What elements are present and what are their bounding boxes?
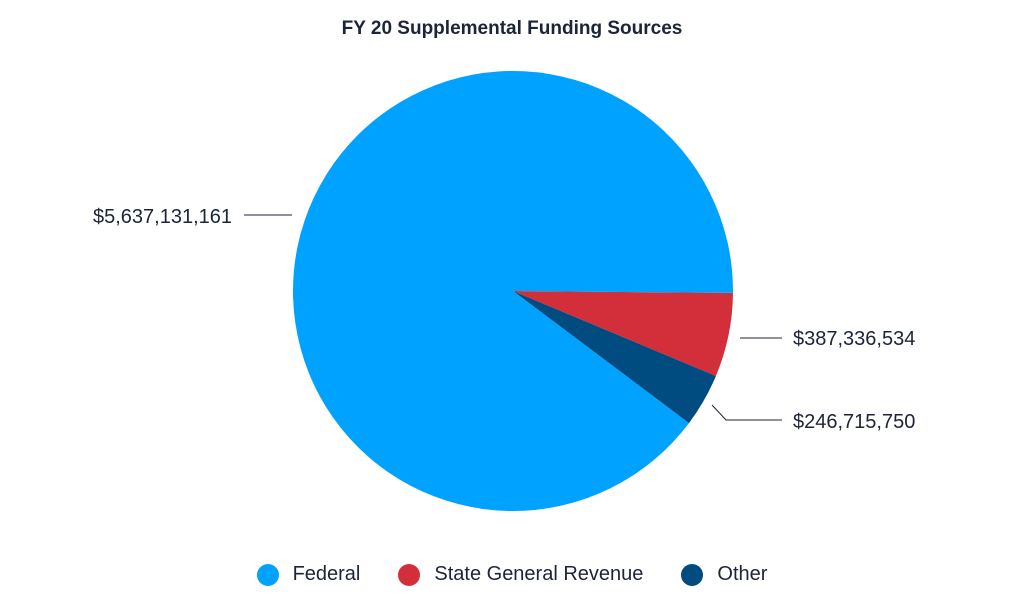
legend-swatch: [681, 563, 704, 586]
legend: Federal State General Revenue Other: [0, 563, 1024, 586]
legend-item-state-general-revenue: State General Revenue: [398, 563, 643, 586]
pie-slice-other: [513, 291, 716, 424]
pie-slice-federal: [293, 70, 733, 511]
pie-slice-state-general-revenue: [513, 291, 733, 377]
legend-item-other: Other: [681, 563, 767, 586]
data-label: $246,715,750: [793, 411, 915, 433]
leader-line: [711, 404, 782, 421]
legend-label: State General Revenue: [434, 563, 644, 585]
legend-swatch: [256, 563, 279, 586]
legend-label: Other: [717, 563, 768, 585]
legend-swatch: [398, 563, 421, 586]
legend-label: Federal: [292, 563, 361, 585]
data-label: $387,336,534: [793, 328, 915, 350]
chart-title: FY 20 Supplemental Funding Sources: [341, 18, 683, 39]
data-label: $5,637,131,161: [93, 206, 232, 228]
legend-item-federal: Federal: [256, 563, 361, 586]
